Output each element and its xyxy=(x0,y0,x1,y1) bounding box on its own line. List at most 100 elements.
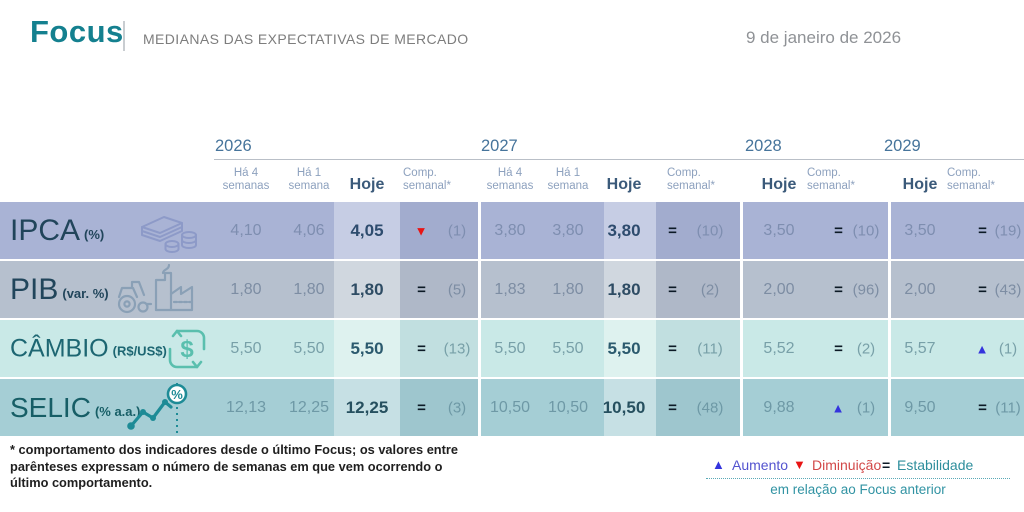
stability-label: Estabilidade xyxy=(897,457,974,473)
ipca-2026-trend-down-icon: ▼ xyxy=(414,223,428,238)
report-date: 9 de janeiro de 2026 xyxy=(746,28,902,47)
pib-comp-shade-2026 xyxy=(400,261,478,318)
cambio-2027-ha4-value: 5,50 xyxy=(494,339,526,357)
year-underline xyxy=(214,159,1024,160)
col-header-hoje-2027: Hoje xyxy=(606,176,642,193)
group-separator-3 xyxy=(888,202,891,436)
svg-text:$: $ xyxy=(180,336,194,363)
interest-chart-icon: % xyxy=(124,381,194,435)
year-header-2028: 2028 xyxy=(745,137,782,155)
group-separator-1 xyxy=(478,202,481,436)
selic-2026-hoje-value: 12,25 xyxy=(345,397,389,417)
ipca-2026-ha4-value: 4,10 xyxy=(230,221,262,239)
footnote: * comportamento dos indicadores desde o … xyxy=(10,442,458,492)
pib-2026-weeks-count: (5) xyxy=(447,281,467,298)
row-ipca: IPCA (%) 4,10 4,06 4,05 ▼ (1) 3,80 3,80 3,80 = (10… xyxy=(0,202,1024,259)
year-header-2029: 2029 xyxy=(884,137,921,155)
ipca-hoje-band-2027 xyxy=(604,202,656,259)
selic-2028-weeks-count: (1) xyxy=(856,399,876,416)
col-header-ha1-2027: Há 1 semana xyxy=(547,167,589,192)
row-cambio: CÂMBIO (R$/US$) $ 5,50 5,50 5,50 = (13) 5,50 5,… xyxy=(0,320,1024,377)
legend-note: em relação ao Focus anterior xyxy=(770,482,946,497)
selic-2028-hoje-value: 9,88 xyxy=(763,398,795,416)
selic-unit: (% a.a.) xyxy=(94,403,141,419)
footnote-line-1: * comportamento dos indicadores desde o … xyxy=(10,442,458,457)
pib-2028-hoje-value: 2,00 xyxy=(763,280,795,298)
currency-exchange-icon: $ xyxy=(164,324,210,374)
cambio-hoje-band-2026 xyxy=(334,320,400,377)
selic-2027-hoje-value: 10,50 xyxy=(602,397,646,417)
ipca-2028-hoje-value: 3,50 xyxy=(763,221,795,239)
stability-icon: = xyxy=(882,457,890,473)
legend: ▲ Aumento ▼ Diminuição = Estabilidade em… xyxy=(700,455,1016,505)
banknotes-coins-icon xyxy=(134,207,202,255)
ipca-2026-weeks-count: (1) xyxy=(447,222,467,239)
ipca-2026-ha1-value: 4,06 xyxy=(293,221,325,239)
ipca-hoje-band-2026 xyxy=(334,202,400,259)
ipca-2027-trend-stable-icon: = xyxy=(668,222,677,239)
col-header-hoje-2028: Hoje xyxy=(761,176,797,193)
cambio-2027-trend-stable-icon: = xyxy=(668,340,677,357)
decrease-icon: ▼ xyxy=(793,457,806,472)
pib-2028-weeks-count: (96) xyxy=(852,281,880,298)
selic-hoje-band-2027 xyxy=(604,379,656,436)
pib-2027-hoje-value: 1,80 xyxy=(607,279,641,299)
ipca-2027-ha1-value: 3,80 xyxy=(552,221,584,239)
col-header-ha4-2026: Há 4 semanas xyxy=(222,167,270,192)
pib-2027-weeks-count: (2) xyxy=(700,281,720,298)
cambio-label: CÂMBIO (R$/US$) xyxy=(10,334,167,362)
cambio-2027-hoje-value: 5,50 xyxy=(607,338,641,358)
cambio-2026-weeks-count: (13) xyxy=(443,340,471,357)
ipca-comp-shade-2026 xyxy=(400,202,478,259)
selic-2026-ha4-value: 12,13 xyxy=(225,398,267,416)
ipca-comp-shade-2027 xyxy=(656,202,740,259)
selic-2026-ha1-value: 12,25 xyxy=(288,398,330,416)
selic-2027-trend-stable-icon: = xyxy=(668,399,677,416)
cambio-2028-weeks-count: (2) xyxy=(856,340,876,357)
col-header-comp-2026: Comp. semanal* xyxy=(403,167,451,192)
selic-comp-shade-2027 xyxy=(656,379,740,436)
increase-icon: ▲ xyxy=(712,457,725,472)
group-separator-2 xyxy=(740,202,743,436)
year-header-2026: 2026 xyxy=(215,137,252,155)
row-selic: SELIC (% a.a.) % 12,13 12,25 12,25 = (3) 10,50… xyxy=(0,379,1024,436)
report-subtitle: MEDIANAS DAS EXPECTATIVAS DE MERCADO xyxy=(143,31,469,47)
legend-divider xyxy=(706,478,1010,479)
ipca-2029-weeks-count: (19) xyxy=(994,222,1022,239)
footnote-line-2: parênteses expressam o número de semanas… xyxy=(10,458,443,474)
selic-hoje-band-2026 xyxy=(334,379,400,436)
cambio-hoje-band-2027 xyxy=(604,320,656,377)
col-header-ha1-2026: Há 1 semana xyxy=(288,167,330,192)
cambio-2027-ha1-value: 5,50 xyxy=(552,339,584,357)
ipca-2028-trend-stable-icon: = xyxy=(834,222,843,239)
pib-2027-ha4-value: 1,83 xyxy=(494,280,526,298)
ipca-2029-hoje-value: 3,50 xyxy=(904,221,936,239)
year-header-2027: 2027 xyxy=(481,137,518,155)
cambio-2029-weeks-count: (1) xyxy=(998,340,1018,357)
pib-2026-ha4-value: 1,80 xyxy=(230,280,262,298)
selic-2029-trend-stable-icon: = xyxy=(978,399,987,416)
selic-2027-weeks-count: (48) xyxy=(696,399,724,416)
cambio-2028-trend-stable-icon: = xyxy=(834,340,843,357)
pib-2026-ha1-value: 1,80 xyxy=(293,280,325,298)
col-header-comp-2029: Comp. semanal* xyxy=(947,167,995,192)
selic-2026-trend-stable-icon: = xyxy=(417,399,426,416)
factory-tractor-icon xyxy=(110,263,204,316)
row-pib: PIB (var. %) 1,80 1,80 1,80 = (5) 1,83 1,80 1,80… xyxy=(0,261,1024,318)
cambio-comp-shade-2027 xyxy=(656,320,740,377)
focus-logo: Focus xyxy=(30,14,124,49)
header-divider xyxy=(123,21,125,51)
pib-label: PIB (var. %) xyxy=(10,272,109,306)
ipca-2027-hoje-value: 3,80 xyxy=(607,220,641,240)
pib-2029-hoje-value: 2,00 xyxy=(904,280,936,298)
pib-2029-weeks-count: (43) xyxy=(994,281,1022,298)
ipca-2026-hoje-value: 4,05 xyxy=(350,220,384,240)
pib-2027-ha1-value: 1,80 xyxy=(552,280,584,298)
selic-2027-ha1-value: 10,50 xyxy=(547,398,589,416)
ipca-2029-trend-stable-icon: = xyxy=(978,222,987,239)
cambio-comp-shade-2026 xyxy=(400,320,478,377)
col-header-ha4-2027: Há 4 semanas xyxy=(486,167,534,192)
pib-2026-trend-stable-icon: = xyxy=(417,281,426,298)
cambio-2028-hoje-value: 5,52 xyxy=(763,339,795,357)
